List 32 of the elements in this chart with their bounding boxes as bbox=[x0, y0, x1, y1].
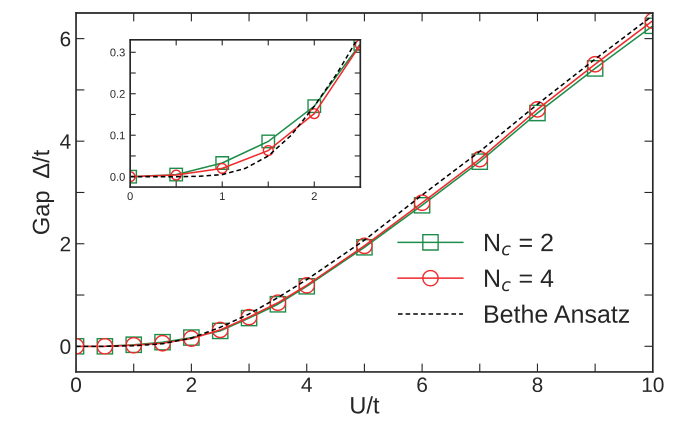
y-tick-label: 2 bbox=[60, 236, 70, 252]
legend-label: Bethe Ansatz bbox=[485, 304, 630, 323]
x-tick-label: 6 bbox=[417, 377, 427, 392]
x-tick-label: 2 bbox=[186, 377, 196, 392]
y-tick-label: 0.0 bbox=[110, 172, 125, 181]
x-tick-label: 0 bbox=[71, 377, 82, 392]
y-tick-label: 0.3 bbox=[110, 48, 125, 56]
y-tick-label: 0 bbox=[60, 339, 70, 354]
point bbox=[261, 134, 276, 148]
legend-label: N$_{c}$ = 4 bbox=[485, 270, 554, 292]
point bbox=[471, 150, 488, 168]
y-tick-label: 4 bbox=[60, 134, 71, 149]
y-tick-label: 0.1 bbox=[110, 131, 125, 140]
point bbox=[215, 156, 230, 170]
point bbox=[529, 104, 546, 122]
point bbox=[529, 101, 546, 118]
point bbox=[262, 145, 274, 156]
y-tick-label: 0.2 bbox=[110, 90, 125, 98]
legend-label: N$_{c}$ = 2 bbox=[485, 234, 553, 256]
x-tick-label: 4 bbox=[301, 378, 312, 392]
x-tick-label: 0 bbox=[127, 192, 133, 200]
point bbox=[216, 162, 228, 174]
x-tick-label: 10 bbox=[642, 377, 664, 392]
x-tick-label: 1 bbox=[220, 192, 225, 200]
y-axis-title: Gap Δ/t bbox=[32, 150, 54, 234]
point bbox=[586, 60, 604, 77]
y-tick-label: 6 bbox=[60, 32, 70, 46]
x-tick-label: 8 bbox=[532, 377, 542, 392]
x-axis-title: U/t bbox=[351, 396, 380, 414]
x-tick-label: 2 bbox=[312, 192, 317, 200]
point bbox=[586, 56, 604, 73]
point bbox=[471, 153, 488, 170]
